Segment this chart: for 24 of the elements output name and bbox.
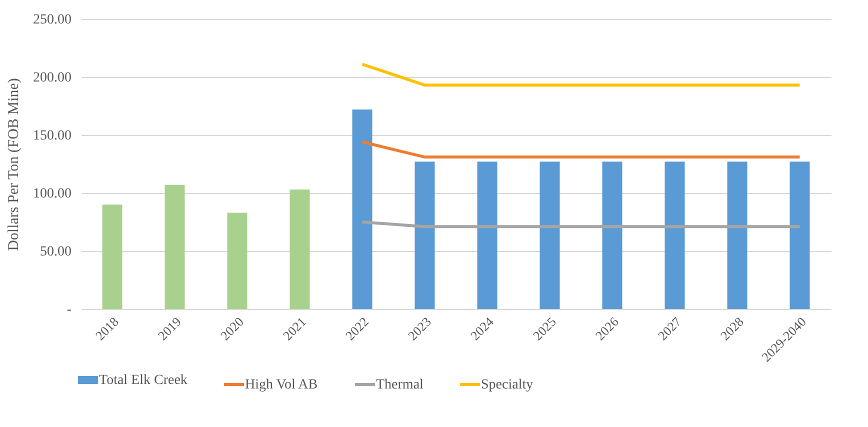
bar — [352, 109, 372, 309]
y-tick-label: - — [66, 302, 72, 318]
bar — [102, 204, 122, 309]
bar — [414, 162, 435, 309]
bar — [477, 162, 498, 309]
legend-label: Total Elk Creek — [99, 373, 188, 388]
bar — [540, 162, 560, 309]
bar — [290, 190, 310, 309]
bar — [664, 162, 685, 309]
legend-label: Thermal — [376, 378, 424, 392]
y-tick-label: 50.00 — [40, 244, 72, 260]
y-axis-title: Dollars Per Ton (FOB Mine) — [6, 78, 22, 251]
bar — [227, 212, 248, 309]
y-tick-label: 150.00 — [33, 128, 72, 144]
legend-label: High Vol AB — [245, 378, 318, 392]
bar — [164, 184, 185, 309]
legend-label: Specialty — [481, 378, 534, 392]
bar — [790, 162, 810, 309]
x-tick-label: 2021 — [280, 314, 309, 344]
bar — [602, 162, 622, 309]
y-tick-label: 100.00 — [33, 186, 72, 202]
y-tick-label: 250.00 — [33, 12, 72, 28]
y-tick-label: 200.00 — [33, 70, 72, 86]
bar — [727, 162, 748, 309]
